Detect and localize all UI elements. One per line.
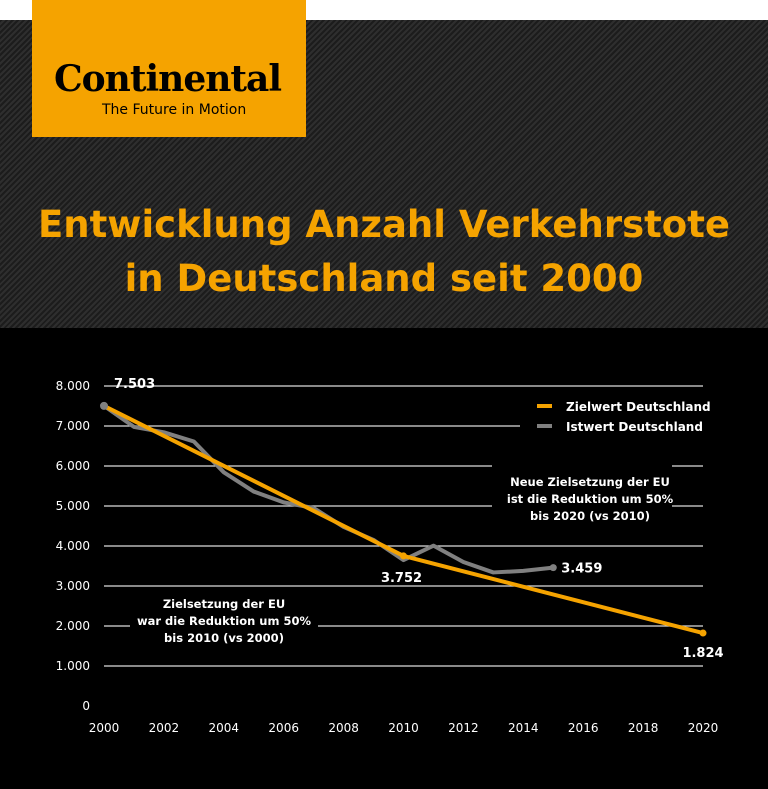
y-tick-label: 0 bbox=[82, 699, 90, 713]
y-tick-label: 2.000 bbox=[56, 619, 90, 633]
x-tick-label: 2014 bbox=[508, 721, 539, 735]
data-label: 1.824 bbox=[682, 646, 723, 661]
legend-label: Istwert Deutschland bbox=[566, 420, 703, 434]
annotation-text: Neue Zielsetzung der EU bbox=[510, 475, 670, 489]
data-point bbox=[549, 564, 557, 572]
x-tick-label: 2020 bbox=[688, 721, 719, 735]
annotation-text: bis 2010 (vs 2000) bbox=[164, 631, 284, 645]
y-tick-label: 1.000 bbox=[56, 659, 90, 673]
data-point bbox=[400, 552, 407, 560]
x-tick-label: 2018 bbox=[628, 721, 659, 735]
y-tick-label: 8.000 bbox=[56, 379, 90, 393]
y-tick-label: 7.000 bbox=[56, 419, 90, 433]
x-tick-label: 2016 bbox=[568, 721, 599, 735]
data-point bbox=[699, 629, 707, 637]
y-tick-label: 4.000 bbox=[56, 539, 90, 553]
legend-label: Zielwert Deutschland bbox=[566, 400, 711, 414]
y-tick-label: 6.000 bbox=[56, 459, 90, 473]
chart-title: Entwicklung Anzahl Verkehrstote in Deuts… bbox=[0, 198, 768, 306]
x-tick-label: 2006 bbox=[268, 721, 299, 735]
y-tick-label: 5.000 bbox=[56, 499, 90, 513]
annotation-text: war die Reduktion um 50% bbox=[137, 614, 311, 628]
data-point bbox=[100, 401, 108, 410]
x-tick-label: 2004 bbox=[209, 721, 240, 735]
continental-logo bbox=[32, 0, 306, 137]
x-tick-label: 2010 bbox=[388, 721, 419, 735]
title-line-1: Entwicklung Anzahl Verkehrstote bbox=[38, 203, 730, 246]
title-line-2: in Deutschland seit 2000 bbox=[124, 257, 644, 300]
data-label: 3.752 bbox=[381, 571, 422, 586]
annotation-text: Zielsetzung der EU bbox=[163, 597, 285, 611]
brand-tagline: The Future in Motion bbox=[102, 102, 247, 118]
x-tick-label: 2012 bbox=[448, 721, 479, 735]
x-tick-label: 2008 bbox=[328, 721, 359, 735]
x-tick-label: 2002 bbox=[149, 721, 180, 735]
data-label: 7.503 bbox=[114, 377, 155, 392]
y-tick-label: 3.000 bbox=[56, 579, 90, 593]
annotation-text: bis 2020 (vs 2010) bbox=[530, 509, 650, 523]
data-label: 3.459 bbox=[561, 562, 602, 577]
brand-name: Continental bbox=[54, 58, 282, 100]
annotation-text: ist die Reduktion um 50% bbox=[507, 492, 674, 506]
x-tick-label: 2000 bbox=[89, 721, 120, 735]
series-line-istwert bbox=[102, 404, 554, 575]
